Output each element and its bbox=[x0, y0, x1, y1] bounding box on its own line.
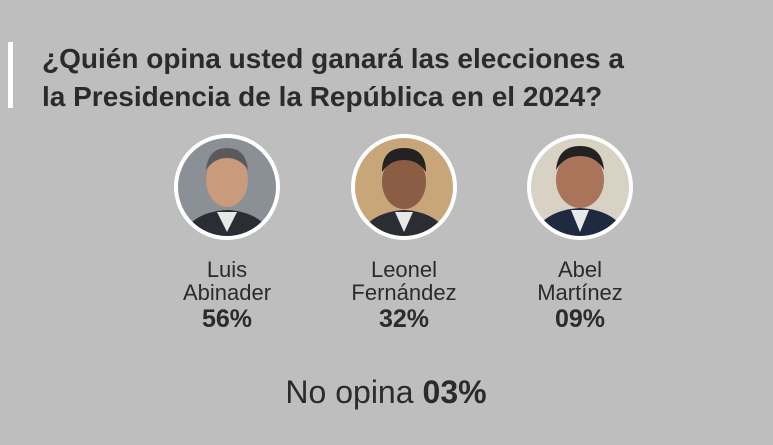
title-line: ¿Quién opina usted ganará las elecciones… bbox=[42, 43, 624, 74]
candidate-percent: 09% bbox=[555, 305, 605, 333]
candidate-percent: 56% bbox=[202, 305, 252, 333]
candidate-name: Leonel bbox=[371, 257, 437, 282]
candidate-name: Martínez bbox=[537, 280, 623, 305]
candidate-name: Luis bbox=[207, 257, 247, 282]
portrait bbox=[174, 134, 280, 240]
title-line: la Presidencia de la República en el 202… bbox=[42, 81, 602, 112]
candidate-name: Abinader bbox=[183, 280, 271, 305]
candidate-percent: 32% bbox=[379, 305, 429, 333]
accent-bar bbox=[8, 42, 13, 108]
no-opina-percent: 03% bbox=[423, 374, 487, 410]
candidate-name: Abel bbox=[558, 257, 602, 282]
candidate-name: Fernández bbox=[351, 280, 456, 305]
no-opina-label: No opina bbox=[285, 374, 413, 410]
portrait bbox=[527, 134, 633, 240]
portrait bbox=[351, 134, 457, 240]
no-opina: No opina 03% bbox=[285, 374, 486, 410]
